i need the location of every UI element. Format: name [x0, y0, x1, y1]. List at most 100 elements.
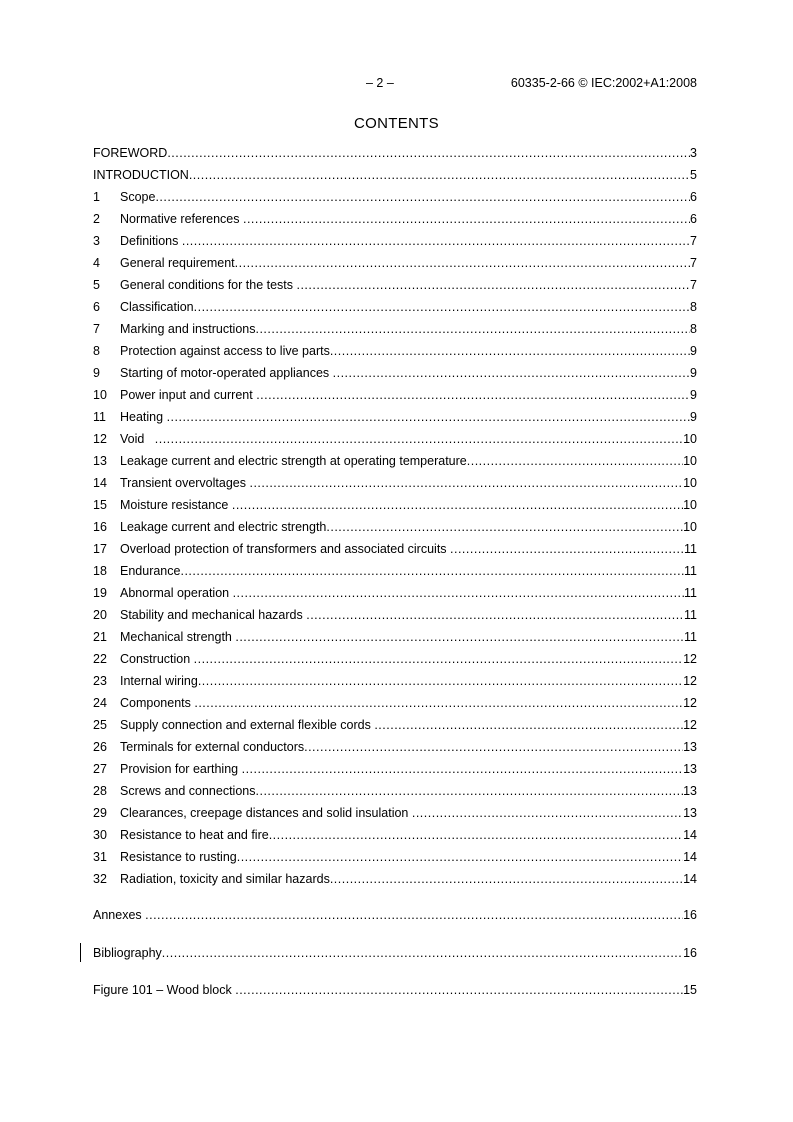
entry-number: 9	[93, 366, 100, 380]
toc-entry-clause-11[interactable]: 11 Heating 9	[93, 406, 697, 428]
toc-entry-clause-5[interactable]: 5 General conditions for the tests 7	[93, 274, 697, 296]
entry-number: 1	[93, 190, 100, 204]
entry-number: 13	[93, 454, 107, 468]
toc-entry-clause-32[interactable]: 32 Radiation, toxicity and similar hazard…	[93, 868, 697, 890]
entry-label: Heating	[120, 410, 167, 424]
entry-page: 13	[683, 784, 697, 798]
entry-page: 13	[683, 762, 697, 776]
entry-label: Leakage current and electric strength	[120, 520, 327, 534]
toc-entry-clause-3[interactable]: 3 Definitions 7	[93, 230, 697, 252]
dot-leader	[374, 714, 683, 736]
entry-label: Clearances, creepage distances and solid…	[120, 806, 412, 820]
dot-leader	[233, 582, 684, 604]
entry-label: Scope	[120, 190, 156, 204]
toc-entry-figure[interactable]: Figure 101 – Wood block 15	[93, 979, 697, 1001]
toc-entry-clause-6[interactable]: 6 Classification 8	[93, 296, 697, 318]
toc-entry-clause-13[interactable]: 13 Leakage current and electric strength …	[93, 450, 697, 472]
entry-page: 9	[690, 344, 697, 358]
standard-reference: 60335-2-66 © IEC:2002+A1:2008	[510, 76, 697, 90]
toc-entry-annexes[interactable]: Annexes 16	[93, 904, 697, 926]
entry-page: 16	[683, 946, 697, 960]
entry-number: 18	[93, 564, 107, 578]
entry-label: Bibliography	[93, 946, 162, 960]
entry-label: Power input and current	[120, 388, 257, 402]
entry-label: Terminals for external conductors	[120, 740, 305, 754]
dot-leader	[269, 824, 683, 846]
entry-number: 16	[93, 520, 107, 534]
entry-label: Internal wiring	[120, 674, 198, 688]
dot-leader	[155, 428, 683, 450]
toc-entry-clause-30[interactable]: 30 Resistance to heat and fire 14	[93, 824, 697, 846]
toc-entry-clause-1[interactable]: 1 Scope 6	[93, 186, 697, 208]
page-number: – 2 –	[366, 76, 394, 90]
toc-entry-clause-27[interactable]: 27 Provision for earthing 13	[93, 758, 697, 780]
entry-page: 14	[683, 850, 697, 864]
entry-number: 22	[93, 652, 107, 666]
entry-label: Protection against access to live parts	[120, 344, 330, 358]
toc-entry-clause-31[interactable]: 31 Resistance to rusting 14	[93, 846, 697, 868]
toc-entry-clause-22[interactable]: 22 Construction 12	[93, 648, 697, 670]
entry-label: Provision for earthing	[120, 762, 242, 776]
dot-leader	[167, 142, 690, 164]
entry-label: Construction	[120, 652, 194, 666]
toc-entry-clause-10[interactable]: 10 Power input and current 9	[93, 384, 697, 406]
toc-entry-clause-4[interactable]: 4 General requirement 7	[93, 252, 697, 274]
toc-entry-clause-29[interactable]: 29 Clearances, creepage distances and sol…	[93, 802, 697, 824]
toc-entry-foreword[interactable]: FOREWORD 3	[93, 142, 697, 164]
entry-label: Normative references	[120, 212, 243, 226]
toc-entry-clause-8[interactable]: 8 Protection against access to live parts…	[93, 340, 697, 362]
entry-label: Leakage current and electric strength at…	[120, 454, 467, 468]
entry-label: Overload protection of transformers and …	[120, 542, 451, 556]
entry-number: 26	[93, 740, 107, 754]
toc-entry-clause-23[interactable]: 23 Internal wiring 12	[93, 670, 697, 692]
toc-entry-clause-9[interactable]: 9 Starting of motor-operated appliances 9	[93, 362, 697, 384]
toc-entry-clause-19[interactable]: 19 Abnormal operation 11	[93, 582, 697, 604]
dot-leader	[235, 979, 683, 1001]
entry-page: 16	[683, 908, 697, 922]
entry-page: 14	[683, 872, 697, 886]
entry-page: 10	[683, 432, 697, 446]
dot-leader	[198, 670, 683, 692]
entry-page: 13	[683, 740, 697, 754]
entry-page: 12	[683, 652, 697, 666]
dot-leader	[330, 868, 683, 890]
toc-entry-clause-7[interactable]: 7 Marking and instructions 8	[93, 318, 697, 340]
toc-entry-clause-2[interactable]: 2 Normative references 6	[93, 208, 697, 230]
dot-leader	[235, 626, 684, 648]
entry-number: 21	[93, 630, 107, 644]
dot-leader	[255, 318, 690, 340]
toc-entry-clause-12[interactable]: 12 Void 10	[93, 428, 697, 450]
toc-entry-clause-14[interactable]: 14 Transient overvoltages 10	[93, 472, 697, 494]
entry-number: 7	[93, 322, 100, 336]
entry-number: 17	[93, 542, 107, 556]
toc-entry-bibliography[interactable]: Bibliography 16	[93, 942, 697, 964]
entry-page: 7	[690, 256, 697, 270]
dot-leader	[243, 208, 690, 230]
entry-number: 20	[93, 608, 107, 622]
toc-entry-clause-16[interactable]: 16 Leakage current and electric strength 1…	[93, 516, 697, 538]
toc-entry-clause-25[interactable]: 25 Supply connection and external flexibl…	[93, 714, 697, 736]
dot-leader	[145, 904, 683, 926]
toc-entry-clause-18[interactable]: 18 Endurance 11	[93, 560, 697, 582]
entry-number: 32	[93, 872, 107, 886]
entry-page: 12	[683, 674, 697, 688]
toc-entry-clause-17[interactable]: 17 Overload protection of transformers an…	[93, 538, 697, 560]
entry-page: 6	[690, 190, 697, 204]
entry-label: General conditions for the tests	[120, 278, 297, 292]
toc-entry-introduction[interactable]: INTRODUCTION 5	[93, 164, 697, 186]
entry-label: Stability and mechanical hazards	[120, 608, 307, 622]
entry-page: 13	[683, 806, 697, 820]
toc-entry-clause-15[interactable]: 15 Moisture resistance 10	[93, 494, 697, 516]
entry-label: Resistance to heat and fire	[120, 828, 269, 842]
toc-entry-clause-21[interactable]: 21 Mechanical strength 11	[93, 626, 697, 648]
toc-entry-clause-28[interactable]: 28 Screws and connections 13	[93, 780, 697, 802]
toc-entry-clause-24[interactable]: 24 Components 12	[93, 692, 697, 714]
entry-page: 6	[690, 212, 697, 226]
entry-label: Endurance	[120, 564, 181, 578]
table-of-contents: FOREWORD 3 INTRODUCTION 5 1 Scope 6 2 Normative …	[93, 142, 697, 1001]
dot-leader	[194, 296, 690, 318]
dot-leader	[306, 604, 684, 626]
toc-entry-clause-20[interactable]: 20 Stability and mechanical hazards 11	[93, 604, 697, 626]
toc-entry-clause-26[interactable]: 26 Terminals for external conductors 13	[93, 736, 697, 758]
dot-leader	[333, 362, 690, 384]
